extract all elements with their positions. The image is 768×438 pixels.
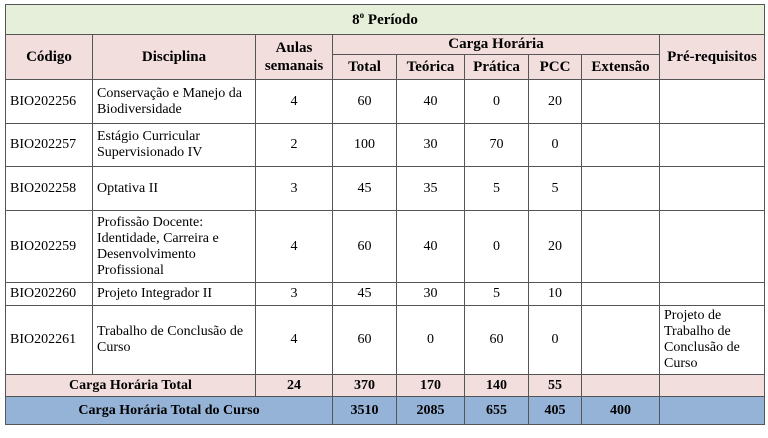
header-aulas: Aulas semanais [255,34,333,80]
cell-extensao [581,166,660,211]
cell-disciplina: Profissão Docente: Identidade, Carreira … [92,210,256,283]
cell-prereq [658,282,766,306]
cell-pratica: 60 [464,305,529,375]
cell-teorica: 35 [396,166,465,211]
table-row: BIO202256 Conservação e Manejo da Biodiv… [5,79,766,124]
cell-prereq [658,123,766,167]
cell-extensao [581,282,660,306]
period-title-row: 8o Período [4,4,766,35]
cell-extensao [581,79,660,124]
cell-prereq [658,79,766,124]
cell-pcc: 20 [528,79,582,124]
total-label: Carga Horária Total [5,374,256,397]
cell-pcc: 5 [528,166,582,211]
cell-total: 45 [332,282,397,306]
cell-codigo: BIO202259 [5,210,93,283]
cell-total: 60 [332,79,397,124]
header-total: Total [332,54,397,80]
period-title: 8o Período [4,4,766,35]
cell-aulas: 3 [255,166,333,211]
course-total-extensao: 400 [581,396,660,425]
header-row-2: Total Teórica Prática PCC Extensão [5,54,765,80]
header-disciplina: Disciplina [92,34,256,80]
course-total-prereq [658,396,766,425]
period-number-sup: o [359,10,365,20]
course-total-pratica: 655 [464,396,529,425]
cell-prereq [658,210,766,283]
period-number: 8 [352,12,360,28]
cell-extensao [581,305,660,375]
cell-pcc: 0 [528,305,582,375]
course-total-row: Carga Horária Total do Curso 3510 2085 6… [5,396,766,425]
header-carga-horaria: Carga Horária [332,34,660,55]
table-row: BIO202259 Profissão Docente: Identidade,… [5,210,766,283]
cell-codigo: BIO202256 [5,79,93,124]
cell-teorica: 30 [396,123,465,167]
table-row: BIO202260 Projeto Integrador II 3 45 30 … [5,282,766,306]
total-extensao [581,374,660,397]
total-teorica: 170 [396,374,465,397]
total-total: 370 [332,374,397,397]
cell-extensao [581,210,660,283]
cell-aulas: 2 [255,123,333,167]
table-row: BIO202261 Trabalho de Conclusão de Curso… [5,305,766,375]
header-codigo: Código [5,34,93,80]
cell-disciplina: Projeto Integrador II [92,282,256,306]
header-prereq: Pré-requisitos [658,34,766,80]
cell-codigo: BIO202258 [5,166,93,211]
course-total-total: 3510 [332,396,397,425]
cell-pratica: 0 [464,79,529,124]
cell-aulas: 4 [255,210,333,283]
total-aulas: 24 [255,374,333,397]
cell-pcc: 0 [528,123,582,167]
cell-pratica: 5 [464,282,529,306]
course-total-pcc: 405 [528,396,582,425]
cell-total: 100 [332,123,397,167]
cell-aulas: 4 [255,305,333,375]
course-total-label: Carga Horária Total do Curso [5,396,333,425]
cell-codigo: BIO202260 [5,282,93,306]
cell-teorica: 30 [396,282,465,306]
cell-pratica: 0 [464,210,529,283]
cell-pratica: 70 [464,123,529,167]
curriculum-table: 8o Período Código Disciplina Aulas seman… [4,4,766,425]
cell-teorica: 40 [396,210,465,283]
cell-total: 45 [332,166,397,211]
header-pratica: Prática [464,54,529,80]
cell-disciplina: Conservação e Manejo da Biodiversidade [92,79,256,124]
header-pcc: PCC [528,54,582,80]
header-row-1: Código Disciplina Aulas semanais Carga H… [5,34,766,80]
cell-disciplina: Trabalho de Conclusão de Curso [92,305,256,375]
cell-total: 60 [332,210,397,283]
course-total-teorica: 2085 [396,396,465,425]
cell-pcc: 20 [528,210,582,283]
cell-pcc: 10 [528,282,582,306]
cell-aulas: 4 [255,79,333,124]
cell-pratica: 5 [464,166,529,211]
cell-aulas: 3 [255,282,333,306]
cell-disciplina: Estágio Curricular Supervisionado IV [92,123,256,167]
total-row: Carga Horária Total 24 370 170 140 55 [5,374,766,397]
total-pratica: 140 [464,374,529,397]
header-extensao: Extensão [581,54,660,80]
header-teorica: Teórica [396,54,465,80]
total-pcc: 55 [528,374,582,397]
cell-teorica: 0 [396,305,465,375]
cell-teorica: 40 [396,79,465,124]
cell-prereq [658,166,766,211]
period-label: Período [367,12,418,28]
cell-extensao [581,123,660,167]
cell-prereq: Projeto de Trabalho de Conclusão de Curs… [658,305,766,375]
table-row: BIO202257 Estágio Curricular Supervision… [5,123,766,167]
table-row: BIO202258 Optativa II 3 45 35 5 5 [5,166,766,211]
total-prereq [658,374,766,397]
cell-total: 60 [332,305,397,375]
cell-codigo: BIO202261 [5,305,93,375]
cell-disciplina: Optativa II [92,166,256,211]
cell-codigo: BIO202257 [5,123,93,167]
